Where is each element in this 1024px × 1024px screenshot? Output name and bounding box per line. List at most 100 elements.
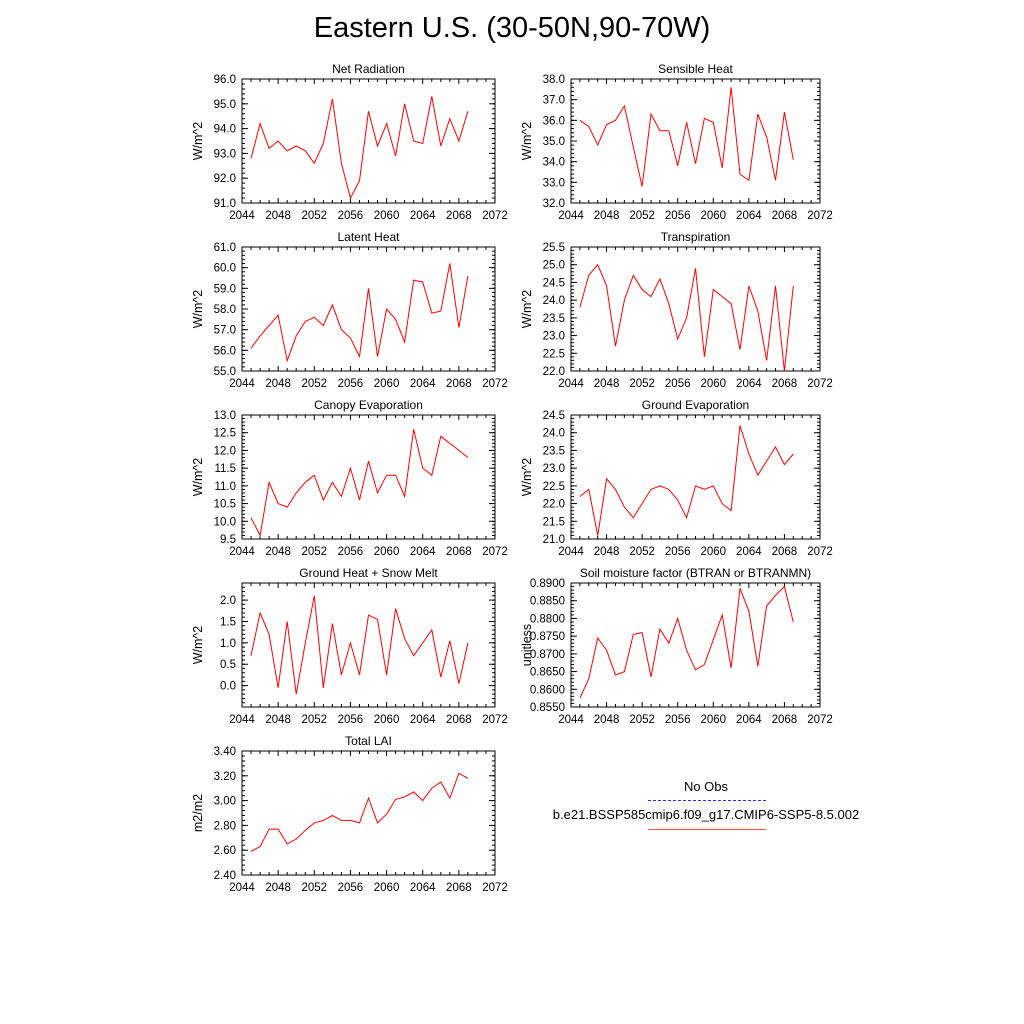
- chart-2-series-line: [579, 87, 794, 187]
- chart-4-series-line: [579, 263, 794, 372]
- chart-5-y-tick-label: 9.5: [220, 534, 236, 546]
- chart-1-x-tick-label: 2056: [338, 210, 364, 222]
- chart-8-y-tick-label: 0.8750: [530, 631, 565, 643]
- chart-7-y-tick-label: 1.5: [220, 616, 236, 628]
- chart-9-series-line: [250, 772, 469, 852]
- page-title: Eastern U.S. (30-50N,90-70W): [313, 12, 711, 44]
- chart-6-x-tick-label: 2044: [558, 546, 584, 558]
- chart-5-x-tick-label: 2044: [229, 546, 255, 558]
- chart-2-x-tick-label: 2072: [807, 210, 833, 222]
- chart-4-x-tick-label: 2060: [700, 378, 726, 390]
- chart-1-y-tick-label: 96.0: [214, 74, 236, 86]
- chart-8-y-tick-label: 0.8600: [530, 684, 565, 696]
- chart-2-x-tick-label: 2052: [629, 210, 655, 222]
- chart-2-y-tick-label: 33.0: [543, 177, 565, 189]
- chart-9-x-tick-label: 2072: [482, 882, 508, 894]
- chart-5-title: Canopy Evaporation: [314, 398, 423, 412]
- chart-9-x-tick-label: 2052: [301, 882, 327, 894]
- chart-8-ylabel: unitless: [520, 624, 534, 666]
- chart-6-y-tick-label: 24.0: [543, 428, 565, 440]
- chart-2-x-tick-label: 2064: [736, 210, 762, 222]
- chart-6-x-tick-label: 2052: [629, 546, 655, 558]
- chart-5-y-tick-label: 13.0: [214, 410, 236, 422]
- chart-5-y-tick-label: 10.5: [214, 499, 236, 511]
- chart-9-x-tick-label: 2056: [338, 882, 364, 894]
- chart-4-x-tick-label: 2052: [629, 378, 655, 390]
- chart-7-y-tick-label: 2.0: [220, 595, 236, 607]
- chart-3-y-tick-label: 55.0: [214, 366, 236, 378]
- chart-4-x-tick-label: 2064: [736, 378, 762, 390]
- chart-9-y-tick-label: 2.80: [214, 820, 236, 832]
- chart-7-x-tick-label: 2052: [301, 714, 327, 726]
- chart-6-y-tick-label: 23.0: [543, 463, 565, 475]
- chart-4-y-tick-label: 24.5: [543, 277, 565, 289]
- chart-2-y-tick-label: 36.0: [543, 115, 565, 127]
- chart-6-y-tick-label: 21.0: [543, 534, 565, 546]
- chart-8-x-tick-label: 2052: [629, 714, 655, 726]
- chart-9-title: Total LAI: [345, 734, 392, 748]
- chart-4-y-tick-label: 22.0: [543, 366, 565, 378]
- chart-8-x-tick-label: 2048: [594, 714, 620, 726]
- chart-5-series-line: [250, 429, 469, 538]
- chart-5-x-tick-label: 2072: [482, 546, 508, 558]
- chart-1-y-tick-label: 95.0: [214, 99, 236, 111]
- chart-3-x-tick-label: 2072: [482, 378, 508, 390]
- chart-4-y-tick-label: 24.0: [543, 295, 565, 307]
- chart-3-title: Latent Heat: [337, 230, 400, 244]
- chart-2-y-tick-label: 34.0: [543, 157, 565, 169]
- chart-1-frame: [241, 78, 496, 204]
- chart-9-x-tick-label: 2068: [446, 882, 472, 894]
- chart-2-title: Sensible Heat: [658, 62, 733, 76]
- chart-3-y-tick-label: 58.0: [214, 304, 236, 316]
- chart-9-y-tick-label: 3.00: [214, 796, 236, 808]
- chart-2-y-tick-label: 35.0: [543, 136, 565, 148]
- chart-8-frame: [570, 582, 821, 708]
- chart-1-x-tick-label: 2048: [265, 210, 291, 222]
- chart-6-x-tick-label: 2060: [700, 546, 726, 558]
- chart-7-x-tick-label: 2044: [229, 714, 255, 726]
- chart-6-x-tick-label: 2056: [665, 546, 691, 558]
- chart-3-x-tick-label: 2044: [229, 378, 255, 390]
- chart-6-y-tick-label: 24.5: [543, 410, 565, 422]
- chart-3-y-tick-label: 61.0: [214, 242, 236, 254]
- chart-5-y-tick-label: 12.0: [214, 445, 236, 457]
- chart-8-y-tick-label: 0.8650: [530, 667, 565, 679]
- chart-6-y-tick-label: 22.0: [543, 499, 565, 511]
- chart-6-y-tick-label: 22.5: [543, 481, 565, 493]
- chart-6-frame: [570, 414, 821, 540]
- chart-3-x-tick-label: 2064: [410, 378, 436, 390]
- chart-8-x-tick-label: 2072: [807, 714, 833, 726]
- chart-2-ylabel: W/m^2: [520, 122, 534, 161]
- chart-6-series-line: [579, 425, 794, 536]
- chart-6-x-tick-label: 2068: [772, 546, 798, 558]
- chart-6-title: Ground Evaporation: [642, 398, 749, 412]
- chart-4-y-tick-label: 25.0: [543, 260, 565, 272]
- chart-8-y-tick-label: 0.8900: [530, 578, 565, 590]
- chart-8-y-tick-label: 0.8800: [530, 613, 565, 625]
- chart-1-y-tick-label: 91.0: [214, 198, 236, 210]
- chart-1-x-tick-label: 2064: [410, 210, 436, 222]
- chart-3-y-tick-label: 56.0: [214, 345, 236, 357]
- chart-5-y-tick-label: 12.5: [214, 428, 236, 440]
- chart-3-series-line: [250, 263, 469, 363]
- chart-7-x-tick-label: 2064: [410, 714, 436, 726]
- chart-9-y-tick-label: 3.20: [214, 771, 236, 783]
- chart-6-y-tick-label: 23.5: [543, 445, 565, 457]
- chart-8-x-tick-label: 2056: [665, 714, 691, 726]
- chart-1-y-tick-label: 93.0: [214, 148, 236, 160]
- legend-model-label: b.e21.BSSP585cmip6.f09_g17.CMIP6-SSP5-8.…: [552, 807, 860, 822]
- chart-4-x-tick-label: 2048: [594, 378, 620, 390]
- chart-5-x-tick-label: 2060: [374, 546, 400, 558]
- chart-3-x-tick-label: 2068: [446, 378, 472, 390]
- chart-3-x-tick-label: 2056: [338, 378, 364, 390]
- chart-7-x-tick-label: 2068: [446, 714, 472, 726]
- chart-7-y-tick-label: 0.5: [220, 659, 236, 671]
- chart-4-x-tick-label: 2056: [665, 378, 691, 390]
- chart-4-y-tick-label: 22.5: [543, 348, 565, 360]
- chart-1-x-tick-label: 2060: [374, 210, 400, 222]
- chart-3-y-tick-label: 59.0: [214, 283, 236, 295]
- chart-8-y-tick-label: 0.8700: [530, 649, 565, 661]
- chart-3-x-tick-label: 2060: [374, 378, 400, 390]
- chart-8-series-line: [579, 585, 794, 699]
